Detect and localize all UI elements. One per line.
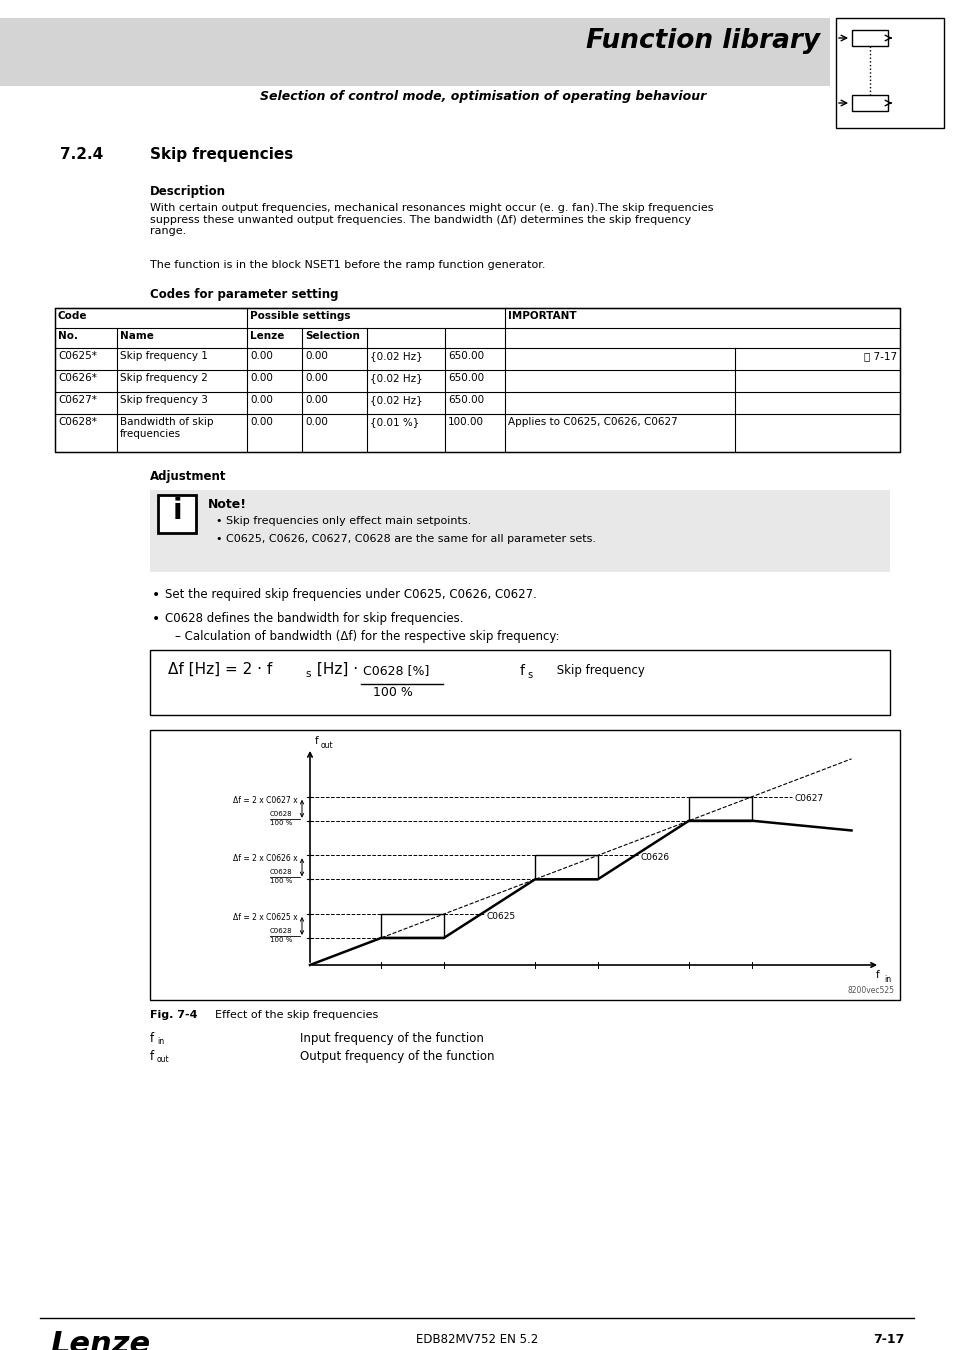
- Text: Name: Name: [120, 331, 153, 342]
- Text: 7.2.4: 7.2.4: [60, 147, 103, 162]
- Text: 0.00: 0.00: [305, 396, 328, 405]
- Text: Description: Description: [150, 185, 226, 198]
- Bar: [851, 95, 887, 111]
- Text: Codes for parameter setting: Codes for parameter setting: [150, 288, 338, 301]
- Text: 7-17: 7-17: [873, 1332, 904, 1346]
- Text: 0.00: 0.00: [305, 373, 328, 383]
- Text: Δf = 2 x C0625 x: Δf = 2 x C0625 x: [233, 913, 297, 922]
- Bar: [55, 308, 899, 452]
- Text: 100.00: 100.00: [448, 417, 483, 427]
- Text: in: in: [157, 1037, 164, 1046]
- Text: C0628*: C0628*: [58, 417, 97, 427]
- Text: 0.00: 0.00: [250, 373, 273, 383]
- Text: 650.00: 650.00: [448, 373, 483, 383]
- Text: – Calculation of bandwidth (Δf) for the respective skip frequency:: – Calculation of bandwidth (Δf) for the …: [174, 630, 558, 643]
- Text: Function library: Function library: [585, 28, 820, 54]
- Text: Lenze: Lenze: [250, 331, 284, 342]
- Bar: [150, 490, 889, 572]
- Text: The function is in the block NSET1 before the ramp function generator.: The function is in the block NSET1 befor…: [150, 261, 545, 270]
- Text: C0626*: C0626*: [58, 373, 97, 383]
- Text: 0.00: 0.00: [250, 396, 273, 405]
- Text: C0628: C0628: [270, 869, 293, 875]
- Text: out: out: [320, 741, 334, 751]
- Text: 8200vec525: 8200vec525: [847, 986, 894, 995]
- Text: {0.02 Hz}: {0.02 Hz}: [370, 373, 422, 383]
- Bar: [851, 30, 887, 46]
- Text: Skip frequency 1: Skip frequency 1: [120, 351, 208, 360]
- Text: 100 %: 100 %: [270, 937, 292, 942]
- Text: Output frequency of the function: Output frequency of the function: [299, 1050, 494, 1062]
- Text: 0.00: 0.00: [250, 417, 273, 427]
- Text: Lenze: Lenze: [50, 1330, 150, 1350]
- Text: Set the required skip frequencies under C0625, C0626, C0627.: Set the required skip frequencies under …: [165, 589, 537, 601]
- Text: f: f: [875, 971, 879, 980]
- Text: Skip frequencies: Skip frequencies: [150, 147, 293, 162]
- Text: 100 %: 100 %: [270, 879, 292, 884]
- Text: C0628: C0628: [270, 811, 293, 817]
- Text: With certain output frequencies, mechanical resonances might occur (e. g. fan).T: With certain output frequencies, mechani…: [150, 202, 713, 236]
- Text: Skip frequency 3: Skip frequency 3: [120, 396, 208, 405]
- Text: f: f: [150, 1031, 154, 1045]
- Text: [Hz] ·: [Hz] ·: [312, 662, 357, 676]
- Text: 100 %: 100 %: [270, 819, 292, 826]
- Text: i: i: [172, 497, 182, 525]
- Text: C0625: C0625: [486, 911, 516, 921]
- Text: ⎓ 7-17: ⎓ 7-17: [863, 351, 896, 360]
- Text: {0.02 Hz}: {0.02 Hz}: [370, 396, 422, 405]
- Text: Effect of the skip frequencies: Effect of the skip frequencies: [214, 1010, 377, 1021]
- Text: 0.00: 0.00: [305, 417, 328, 427]
- Text: •: •: [152, 612, 160, 626]
- Text: Code: Code: [58, 310, 88, 321]
- Text: Note!: Note!: [208, 498, 247, 512]
- Text: s: s: [305, 670, 310, 679]
- Text: s: s: [526, 670, 532, 680]
- Text: Δf = 2 x C0627 x: Δf = 2 x C0627 x: [233, 795, 297, 805]
- Text: f: f: [519, 664, 524, 678]
- Text: Possible settings: Possible settings: [250, 310, 350, 321]
- Text: {0.02 Hz}: {0.02 Hz}: [370, 351, 422, 360]
- Text: EDB82MV752 EN 5.2: EDB82MV752 EN 5.2: [416, 1332, 537, 1346]
- Text: C0627*: C0627*: [58, 396, 97, 405]
- Text: 0.00: 0.00: [250, 351, 273, 360]
- Text: {0.01 %}: {0.01 %}: [370, 417, 419, 427]
- Text: Bandwidth of skip
frequencies: Bandwidth of skip frequencies: [120, 417, 213, 439]
- Bar: [835, 18, 943, 128]
- Text: Selection of control mode, optimisation of operating behaviour: Selection of control mode, optimisation …: [259, 90, 705, 103]
- Text: Input frequency of the function: Input frequency of the function: [299, 1031, 483, 1045]
- Bar: [381, 914, 443, 938]
- Text: Δf [Hz] = 2 · f: Δf [Hz] = 2 · f: [168, 662, 272, 676]
- Bar: [150, 730, 899, 1000]
- Text: 0.00: 0.00: [305, 351, 328, 360]
- Text: Skip frequency: Skip frequency: [537, 664, 644, 676]
- Text: C0628 [%]: C0628 [%]: [363, 664, 429, 676]
- Text: out: out: [157, 1054, 170, 1064]
- Text: 650.00: 650.00: [448, 396, 483, 405]
- Text: C0628 defines the bandwidth for skip frequencies.: C0628 defines the bandwidth for skip fre…: [165, 612, 463, 625]
- Text: Fig. 7-4: Fig. 7-4: [150, 1010, 197, 1021]
- Text: in: in: [883, 975, 890, 984]
- Text: • C0625, C0626, C0627, C0628 are the same for all parameter sets.: • C0625, C0626, C0627, C0628 are the sam…: [215, 535, 596, 544]
- Text: f: f: [314, 736, 318, 747]
- Text: Δf = 2 x C0626 x: Δf = 2 x C0626 x: [233, 855, 297, 864]
- Text: Applies to C0625, C0626, C0627: Applies to C0625, C0626, C0627: [507, 417, 677, 427]
- Text: Adjustment: Adjustment: [150, 470, 226, 483]
- Text: • Skip frequencies only effect main setpoints.: • Skip frequencies only effect main setp…: [215, 516, 471, 526]
- Text: 650.00: 650.00: [448, 351, 483, 360]
- Text: No.: No.: [58, 331, 78, 342]
- Text: f: f: [150, 1050, 154, 1062]
- Bar: [158, 495, 195, 533]
- Bar: [688, 796, 751, 821]
- Text: C0625*: C0625*: [58, 351, 97, 360]
- Text: 100 %: 100 %: [373, 686, 413, 699]
- Bar: [150, 649, 889, 716]
- Text: C0628: C0628: [270, 927, 293, 934]
- Text: Selection: Selection: [305, 331, 359, 342]
- Text: •: •: [152, 589, 160, 602]
- Text: IMPORTANT: IMPORTANT: [507, 310, 576, 321]
- Bar: [535, 856, 598, 879]
- Bar: [0, 18, 829, 86]
- Text: Skip frequency 2: Skip frequency 2: [120, 373, 208, 383]
- Text: C0626: C0626: [640, 853, 669, 861]
- Text: C0627: C0627: [794, 794, 823, 803]
